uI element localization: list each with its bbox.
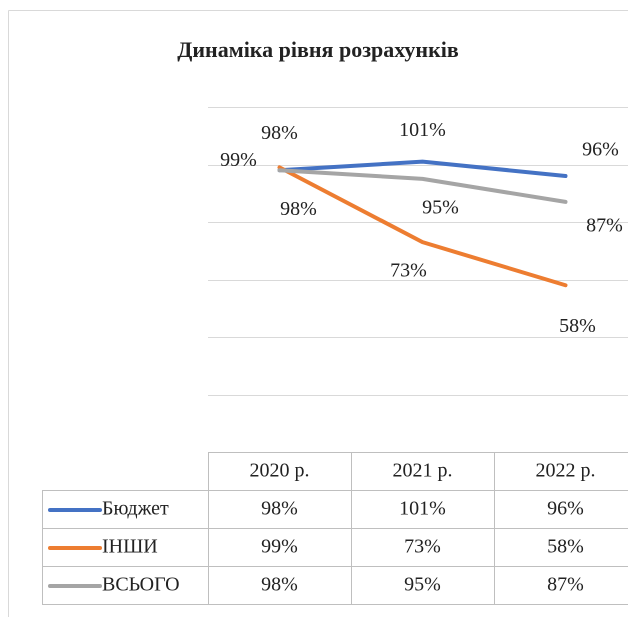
legend-label: ВСЬОГО: [102, 574, 180, 596]
table-cell: 101%: [399, 498, 446, 520]
data-label: 98%: [261, 122, 298, 144]
table-cell: 95%: [404, 574, 441, 596]
chart-title: Динаміка рівня розрахунків: [177, 37, 459, 62]
data-label: 99%: [220, 149, 257, 171]
data-label: 96%: [582, 139, 619, 161]
series-line: [277, 165, 568, 288]
legend-label: Бюджет: [102, 498, 169, 520]
x-tick-label: 2021 р.: [393, 460, 453, 482]
data-label: 58%: [559, 315, 596, 337]
table-cell: 73%: [404, 536, 441, 558]
table-cell: 98%: [261, 498, 298, 520]
table-cell: 96%: [547, 498, 584, 520]
data-label: 98%: [280, 198, 317, 220]
series-line: [277, 159, 568, 178]
table-cell: 99%: [261, 536, 298, 558]
data-label: 95%: [422, 196, 459, 218]
series-line: [277, 168, 568, 204]
x-tick-label: 2022 р.: [536, 460, 596, 482]
legend-label: ІНШИ: [102, 536, 158, 558]
data-label: 101%: [399, 119, 446, 141]
data-label: 87%: [586, 214, 623, 236]
table-cell: 58%: [547, 536, 584, 558]
x-tick-label: 2020 р.: [250, 460, 310, 482]
data-label: 73%: [390, 260, 427, 282]
table-cell: 98%: [261, 574, 298, 596]
table-cell: 87%: [547, 574, 584, 596]
